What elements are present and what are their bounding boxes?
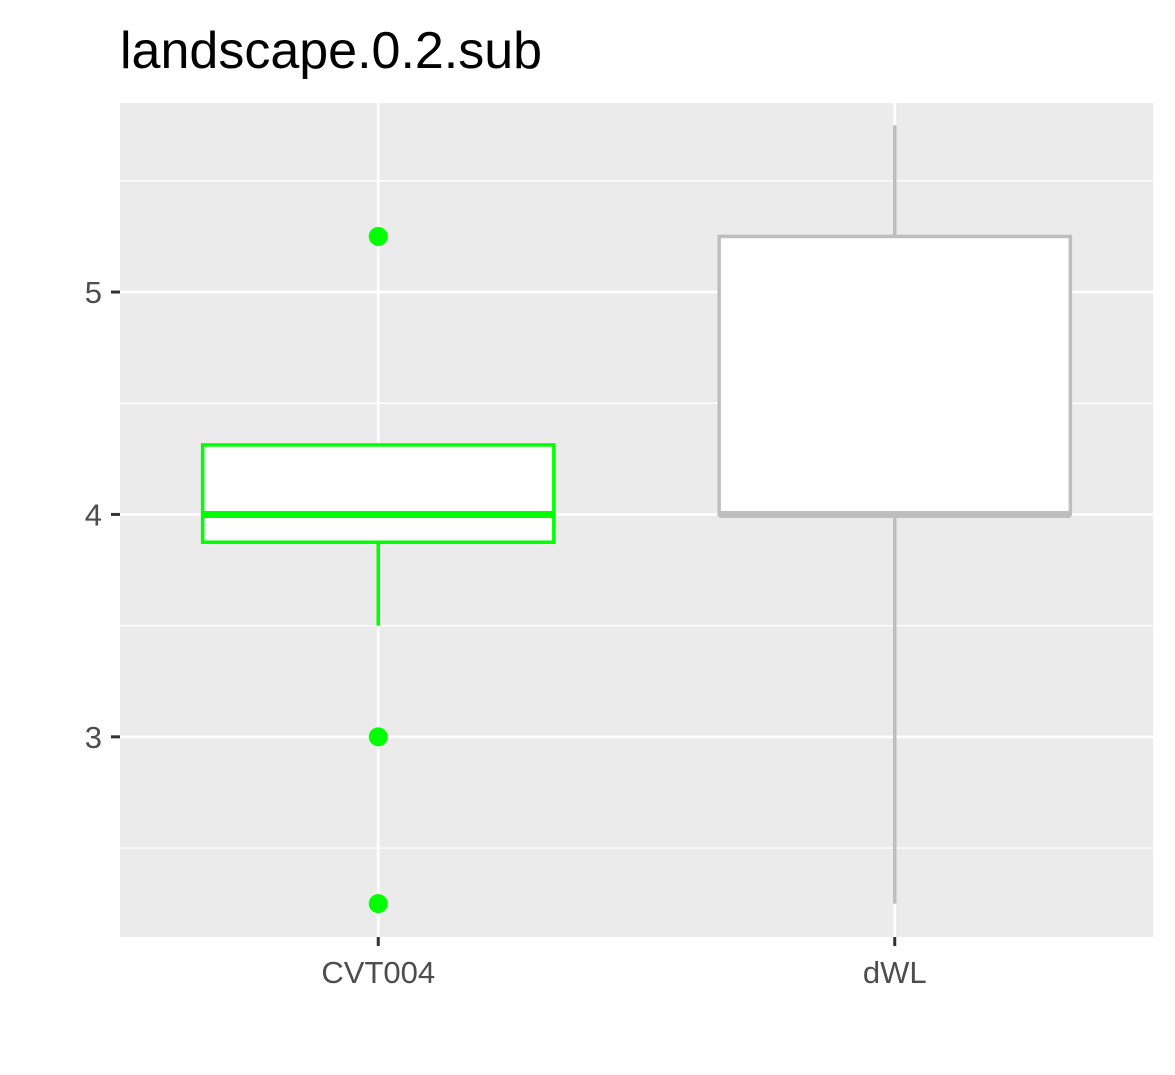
y-tick-label: 4 (85, 497, 102, 532)
y-tick-label: 5 (85, 275, 102, 310)
y-tick-label: 3 (85, 720, 102, 755)
chart-title: landscape.0.2.sub (120, 22, 542, 80)
box-layer (200, 125, 1073, 914)
box-dwl (717, 125, 1073, 904)
x-axis: CVT004 dWL (321, 937, 927, 990)
outlier-point (368, 727, 388, 747)
outlier-point (368, 894, 388, 914)
x-tick-label: dWL (863, 955, 927, 990)
box-cvt004 (200, 226, 556, 914)
y-axis: 3 4 5 (85, 275, 120, 755)
box-rect (200, 443, 556, 544)
box-rect (717, 234, 1073, 517)
outlier-point (368, 226, 388, 246)
x-tick-label: CVT004 (321, 955, 435, 990)
